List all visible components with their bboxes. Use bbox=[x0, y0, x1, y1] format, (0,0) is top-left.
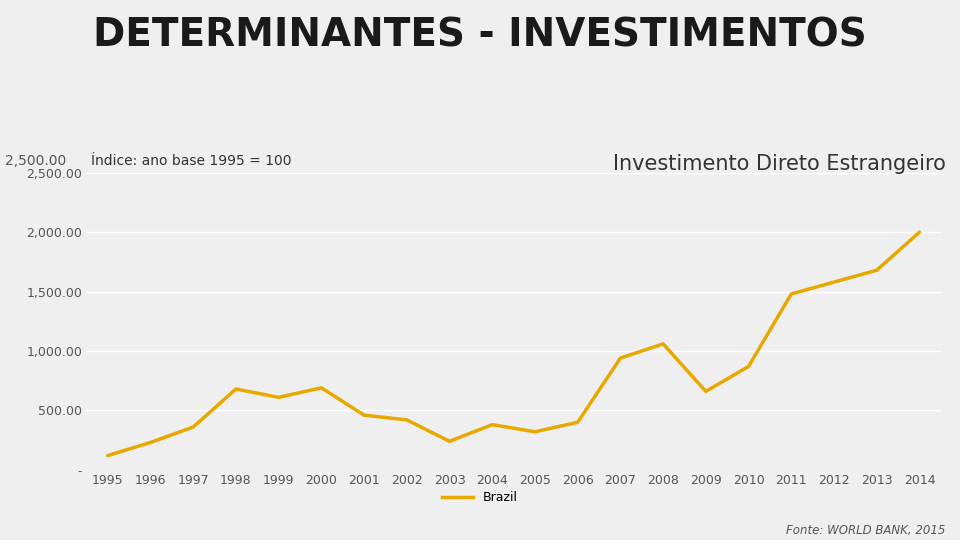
Text: DETERMINANTES - INVESTIMENTOS: DETERMINANTES - INVESTIMENTOS bbox=[93, 16, 867, 54]
Text: Índice: ano base 1995 = 100: Índice: ano base 1995 = 100 bbox=[91, 154, 292, 168]
Legend: Brazil: Brazil bbox=[437, 487, 523, 509]
Text: Investimento Direto Estrangeiro: Investimento Direto Estrangeiro bbox=[612, 154, 946, 174]
Text: Fonte: WORLD BANK, 2015: Fonte: WORLD BANK, 2015 bbox=[786, 524, 946, 537]
Text: 2,500.00: 2,500.00 bbox=[5, 154, 66, 168]
